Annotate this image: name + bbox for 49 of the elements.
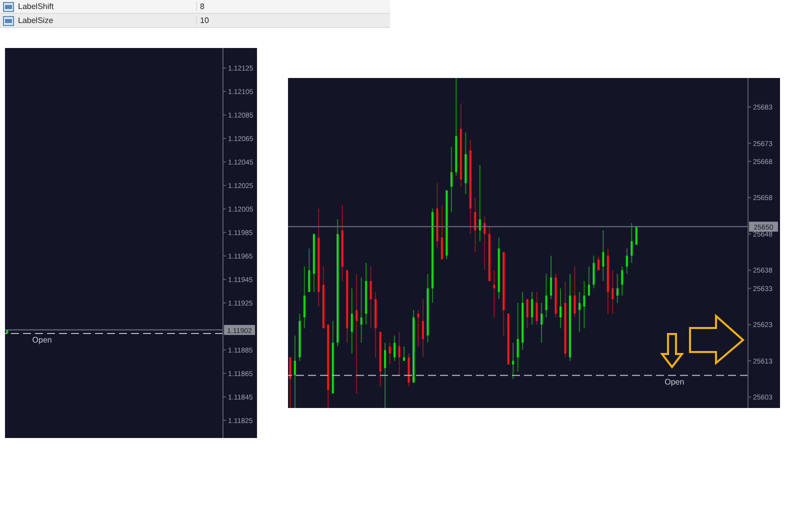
candlestick [478, 164, 481, 242]
candlestick [440, 204, 443, 260]
candlestick [417, 310, 420, 347]
candlestick [370, 266, 372, 329]
candlestick [484, 215, 486, 271]
ref-line-label: Open [32, 335, 52, 344]
candlestick [422, 298, 424, 358]
category-label: LabelShift [18, 2, 55, 11]
candlestick [512, 342, 514, 380]
candlestick [612, 270, 614, 314]
candlestick [540, 302, 543, 344]
candlestick [592, 255, 595, 289]
candlestick [574, 266, 576, 318]
candlestick [578, 291, 580, 332]
candlestick [303, 266, 306, 329]
candlestick [294, 334, 296, 408]
ref-line-label: Open [664, 377, 684, 386]
category-label: LabelSize [18, 16, 54, 25]
candlestick [597, 255, 600, 271]
candlestick [398, 331, 400, 376]
candlestick [616, 273, 618, 304]
candlestick [403, 346, 405, 362]
candlestick [356, 273, 358, 394]
candlestick [289, 356, 292, 408]
candlestick [626, 248, 628, 274]
candlestick [360, 276, 362, 344]
candlestick [531, 291, 534, 326]
candlestick [493, 270, 496, 318]
candlestick [550, 255, 552, 300]
candlestick [536, 291, 538, 326]
candlestick [350, 288, 353, 354]
candlestick [516, 302, 519, 372]
data-label: 10 [196, 16, 209, 25]
candlestick [388, 342, 391, 365]
candlestick [450, 146, 452, 213]
candlestick [630, 222, 633, 264]
candlestick [394, 334, 396, 362]
candlestick [583, 280, 586, 329]
candlestick [559, 288, 562, 329]
data-label: 8 [196, 2, 204, 11]
candlestick [602, 230, 604, 282]
candlestick [621, 266, 624, 296]
candlestick [635, 226, 638, 246]
candlestick [545, 273, 548, 318]
candlestick [308, 248, 310, 292]
candlestick [384, 342, 386, 408]
candlestick [588, 266, 590, 296]
candlestick [526, 298, 528, 329]
candlestick [474, 197, 476, 253]
